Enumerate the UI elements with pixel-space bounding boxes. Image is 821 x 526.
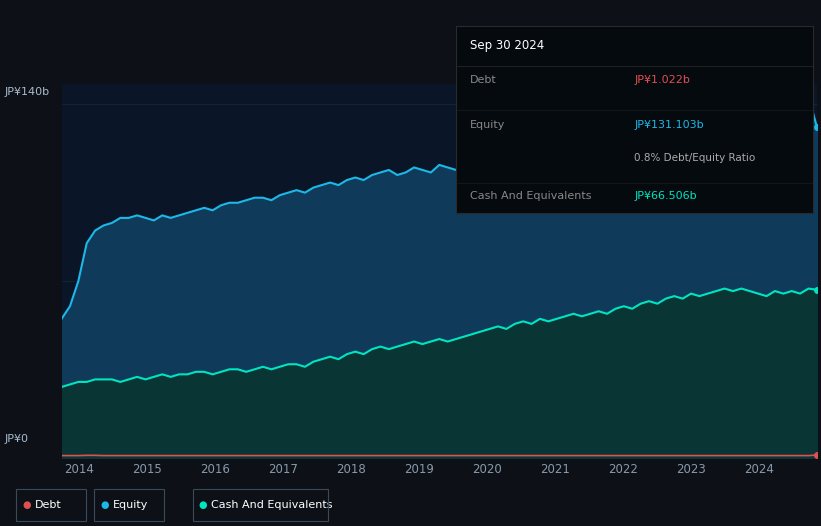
Text: Equity: Equity — [470, 120, 505, 130]
Text: Debt: Debt — [470, 75, 497, 85]
Text: JP¥131.103b: JP¥131.103b — [635, 120, 704, 130]
Text: ●: ● — [100, 500, 108, 511]
Text: Debt: Debt — [34, 500, 62, 511]
Text: Sep 30 2024: Sep 30 2024 — [470, 39, 544, 53]
Text: JP¥1.022b: JP¥1.022b — [635, 75, 690, 85]
Text: Equity: Equity — [112, 500, 148, 511]
Text: Cash And Equivalents: Cash And Equivalents — [211, 500, 333, 511]
Text: ●: ● — [199, 500, 207, 511]
Text: JP¥66.506b: JP¥66.506b — [635, 190, 697, 200]
Text: JP¥0: JP¥0 — [4, 434, 28, 444]
Text: 0.8% Debt/Equity Ratio: 0.8% Debt/Equity Ratio — [635, 153, 755, 163]
Text: JP¥140b: JP¥140b — [4, 87, 49, 97]
Text: Cash And Equivalents: Cash And Equivalents — [470, 190, 591, 200]
Text: ●: ● — [22, 500, 30, 511]
